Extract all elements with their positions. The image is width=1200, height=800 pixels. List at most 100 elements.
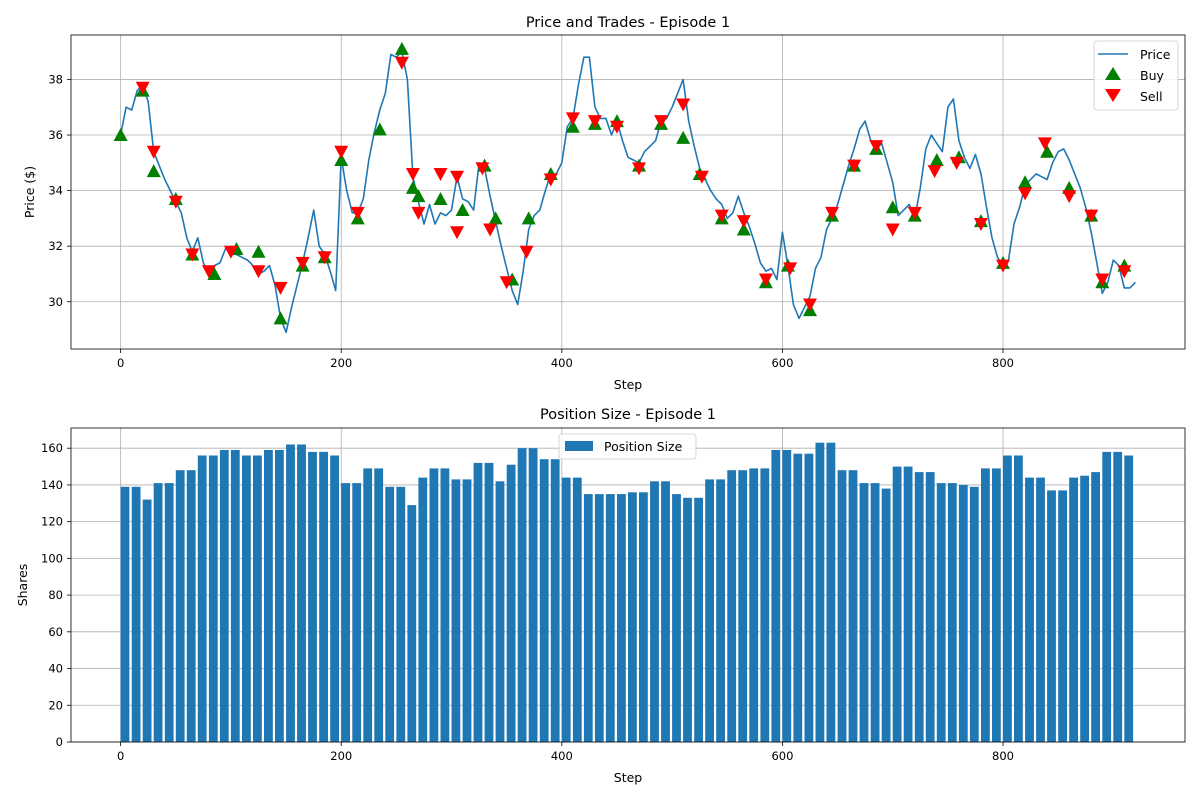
sell-marker bbox=[565, 112, 580, 126]
position-ytick-label: 160 bbox=[41, 441, 63, 455]
position-ytick-label: 120 bbox=[41, 515, 63, 529]
position-chart-ticks: 0 200 400 600 800 0 20 40 60 80 100 120 140 160 bbox=[41, 441, 1014, 763]
position-bar bbox=[815, 442, 825, 742]
sell-marker bbox=[499, 276, 514, 290]
sell-marker bbox=[587, 115, 602, 129]
sell-marker bbox=[411, 206, 426, 220]
position-bar bbox=[142, 499, 152, 742]
position-bar bbox=[1047, 490, 1056, 742]
position-bar bbox=[694, 497, 703, 742]
buy-marker bbox=[929, 153, 944, 167]
sell-marker bbox=[475, 162, 490, 176]
position-bar bbox=[219, 450, 229, 742]
position-bar bbox=[672, 494, 681, 742]
price-xtick-label: 0 bbox=[117, 356, 124, 370]
price-trades-chart: Price and Trades - Episode 1 0 200 400 600 8… bbox=[22, 15, 1186, 392]
buy-marker bbox=[334, 153, 349, 167]
sell-marker bbox=[907, 206, 922, 220]
position-bar bbox=[352, 483, 362, 742]
position-bar bbox=[738, 470, 748, 742]
position-chart-xlabel: Step bbox=[614, 770, 643, 785]
buy-marker bbox=[372, 122, 387, 136]
price-ytick-label: 34 bbox=[48, 184, 63, 198]
position-bar bbox=[848, 470, 858, 742]
position-bar bbox=[164, 483, 174, 742]
position-bar bbox=[628, 492, 637, 742]
position-bar bbox=[208, 455, 218, 742]
position-bar bbox=[506, 464, 516, 742]
position-bar bbox=[981, 468, 990, 742]
buy-marker bbox=[113, 128, 128, 142]
position-chart-ylabel: Shares bbox=[15, 564, 30, 607]
position-bar bbox=[936, 483, 946, 742]
position-bar bbox=[1113, 451, 1123, 742]
sell-marker bbox=[543, 173, 558, 187]
position-ytick-label: 100 bbox=[41, 551, 63, 565]
sell-marker bbox=[927, 165, 942, 179]
buy-marker bbox=[1018, 175, 1033, 189]
sell-marker bbox=[869, 140, 884, 154]
legend-buy-marker bbox=[1105, 67, 1121, 80]
sell-marker bbox=[317, 251, 332, 265]
position-bar bbox=[859, 483, 869, 742]
sell-marker bbox=[146, 145, 161, 159]
position-xtick-label: 600 bbox=[771, 749, 793, 763]
position-bar bbox=[242, 455, 251, 742]
position-xtick-label: 800 bbox=[992, 749, 1014, 763]
buy-marker bbox=[521, 211, 536, 225]
position-bar bbox=[253, 455, 262, 742]
buy-marker bbox=[736, 222, 751, 236]
position-bar bbox=[517, 448, 527, 742]
legend-sell-marker bbox=[1105, 89, 1121, 102]
position-bar bbox=[804, 453, 814, 742]
sell-marker bbox=[632, 162, 647, 176]
sell-marker bbox=[334, 145, 349, 159]
sell-marker bbox=[783, 262, 798, 276]
position-chart-legend: Position Size bbox=[558, 433, 697, 460]
position-bar bbox=[330, 455, 339, 742]
sell-marker bbox=[1095, 273, 1110, 287]
position-bar bbox=[969, 486, 979, 742]
buy-marker bbox=[565, 119, 580, 133]
position-bar bbox=[186, 470, 196, 742]
position-bar bbox=[550, 459, 560, 742]
sell-marker bbox=[450, 170, 465, 184]
sell-marker bbox=[1018, 187, 1033, 201]
position-size-chart: Position Size - Episode 1 0 200 400 600 8000… bbox=[15, 407, 1186, 785]
buy-marker bbox=[411, 189, 426, 203]
position-chart-frame bbox=[70, 427, 1186, 743]
position-bar bbox=[947, 483, 957, 742]
position-bar bbox=[705, 479, 714, 742]
price-ytick-label: 38 bbox=[48, 72, 63, 86]
price-chart-frame bbox=[70, 34, 1186, 350]
price-chart-xlabel: Step bbox=[614, 377, 643, 392]
position-bar bbox=[131, 486, 141, 742]
position-bar bbox=[451, 479, 461, 742]
legend-buy-label: Buy bbox=[1140, 68, 1164, 83]
position-bar bbox=[914, 472, 924, 742]
position-bar bbox=[297, 444, 306, 742]
buy-marker bbox=[146, 164, 161, 178]
position-bar bbox=[396, 486, 406, 742]
position-xtick-label: 200 bbox=[330, 749, 352, 763]
buy-marker bbox=[273, 311, 288, 325]
position-bar bbox=[594, 494, 604, 742]
position-bar bbox=[870, 483, 880, 742]
sell-marker bbox=[802, 298, 817, 312]
price-xtick-label: 200 bbox=[330, 356, 352, 370]
buy-marker bbox=[251, 244, 266, 258]
price-ytick-label: 32 bbox=[48, 239, 63, 253]
position-bar bbox=[1069, 477, 1078, 742]
position-bar bbox=[727, 470, 737, 742]
position-bar bbox=[925, 472, 935, 742]
position-bar bbox=[539, 459, 549, 742]
sell-marker bbox=[201, 265, 216, 279]
position-bar bbox=[1014, 455, 1023, 742]
price-chart-grid bbox=[71, 35, 1185, 349]
position-bar bbox=[473, 462, 483, 742]
position-bar bbox=[264, 450, 273, 742]
sell-marker bbox=[394, 56, 409, 70]
position-bar bbox=[495, 481, 505, 742]
position-chart-title: Position Size - Episode 1 bbox=[540, 407, 716, 423]
sell-marker bbox=[996, 259, 1011, 273]
